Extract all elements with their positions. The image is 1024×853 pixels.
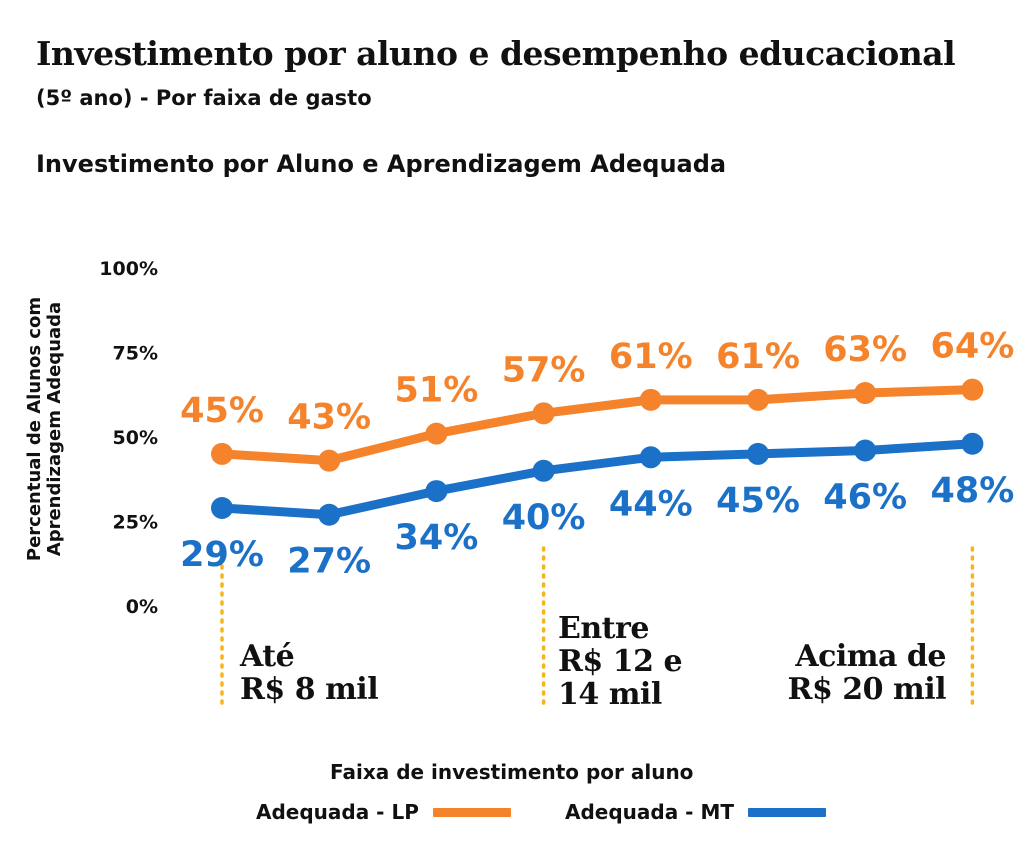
data-label-lp: 64% (931, 327, 1015, 367)
data-point-lp (318, 449, 341, 472)
data-point-mt (961, 432, 984, 455)
page-subtitle: (5º ano) - Por faixa de gasto (36, 86, 372, 110)
y-tick-label: 75% (113, 343, 158, 365)
data-label-mt: 45% (716, 481, 800, 521)
data-point-lp (961, 378, 984, 401)
legend-label-mt: Adequada - MT (565, 800, 734, 824)
y-tick-label: 25% (113, 512, 158, 534)
y-tick-label: 50% (113, 427, 158, 449)
data-label-mt: 34% (395, 518, 479, 558)
y-tick-label: 0% (126, 596, 158, 618)
data-point-lp (747, 388, 769, 411)
series-line-lp (217, 385, 977, 466)
data-label-lp: 45% (180, 391, 264, 431)
data-point-mt (854, 439, 877, 462)
data-point-lp (211, 442, 233, 465)
data-point-mt (425, 480, 448, 503)
data-point-mt (747, 442, 769, 465)
band-label-line: Acima de (795, 639, 946, 674)
data-label-mt: 46% (823, 478, 907, 518)
data-label-mt: 40% (502, 498, 586, 538)
band-label-acima-20-mil: Acima de R$ 20 mil (780, 639, 947, 707)
series-line-mt (217, 439, 977, 520)
legend-swatch-lp (432, 807, 511, 817)
legend-item-lp: Adequada - LP (256, 800, 511, 824)
chart-title: Investimento por Aluno e Aprendizagem Ad… (36, 150, 727, 178)
data-label-lp: 51% (395, 371, 479, 411)
band-label-line: R$ 8 mil (240, 672, 379, 707)
x-axis-title: Faixa de investimento por aluno (330, 760, 694, 784)
data-label-mt: 48% (931, 471, 1015, 511)
band-label-line: R$ 20 mil (787, 672, 947, 707)
data-point-lp (425, 422, 448, 445)
data-label-mt: 44% (609, 484, 693, 524)
data-label-lp: 61% (609, 337, 693, 377)
data-point-lp (532, 402, 555, 425)
data-point-mt (639, 446, 662, 469)
page-title: Investimento por aluno e desempenho educ… (36, 34, 956, 73)
data-label-lp: 61% (716, 337, 800, 377)
band-label-line: R$ 12 e (558, 644, 683, 679)
data-point-mt (318, 503, 341, 526)
band-label-line: Entre (558, 611, 649, 646)
data-point-lp (639, 388, 662, 411)
data-label-lp: 63% (823, 330, 907, 370)
band-label-ate-8-mil: Até R$ 8 mil (240, 639, 379, 707)
data-point-lp (854, 382, 877, 405)
legend-label-lp: Adequada - LP (256, 800, 419, 824)
band-label-entre-12-14-mil: Entre R$ 12 e 14 mil (558, 611, 683, 712)
y-tick-label: 100% (99, 258, 158, 280)
legend-swatch-mt (748, 807, 826, 817)
legend-item-mt: Adequada - MT (565, 800, 826, 824)
band-label-line: 14 mil (558, 677, 662, 712)
data-label-lp: 57% (502, 350, 586, 390)
data-label-mt: 27% (287, 542, 371, 582)
data-point-mt (211, 496, 233, 519)
data-label-lp: 43% (287, 398, 371, 438)
band-label-line: Até (240, 639, 295, 674)
data-point-mt (532, 459, 555, 482)
data-label-mt: 29% (180, 535, 264, 575)
